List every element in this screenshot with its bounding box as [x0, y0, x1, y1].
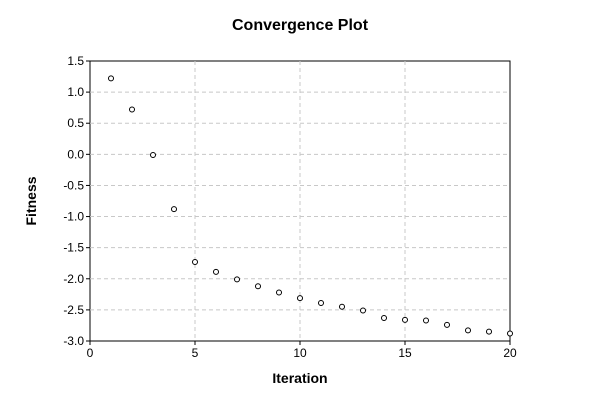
data-point: [339, 303, 345, 310]
data-point: [192, 258, 198, 265]
data-point: [465, 327, 471, 334]
y-tick-label: -2.5: [63, 303, 84, 317]
x-tick-label: 5: [192, 346, 199, 360]
y-tick-label: 1.0: [67, 85, 84, 99]
data-point: [402, 316, 408, 323]
y-tick-label: 0.5: [67, 116, 84, 130]
data-points: [108, 75, 513, 337]
grid-lines: [90, 61, 510, 341]
chart-title: Convergence Plot: [232, 17, 369, 34]
y-tick-label: -3.0: [63, 334, 84, 348]
axes: 0 5 10 15 20 1.5 1.0 0.5 0.0 -0.5 -1.0 -1.5 -2.0 -2.5…: [63, 54, 517, 360]
x-axis-title: Iteration: [272, 370, 327, 386]
data-point: [255, 283, 261, 290]
x-tick-label: 0: [87, 346, 94, 360]
x-tick-label: 15: [398, 346, 412, 360]
data-point: [171, 206, 177, 213]
y-tick-label: -1.0: [63, 210, 84, 224]
data-point: [423, 317, 429, 324]
data-point: [381, 314, 387, 321]
data-point: [213, 268, 219, 275]
data-point: [276, 289, 282, 296]
y-tick-label: 1.5: [67, 54, 84, 68]
y-axis-title: Fitness: [23, 176, 39, 225]
data-point: [234, 276, 240, 283]
data-point: [108, 75, 114, 82]
x-tick-label: 10: [293, 346, 307, 360]
y-tick-label: -0.5: [63, 178, 84, 192]
data-point: [297, 295, 303, 302]
y-tick-label: -1.5: [63, 241, 84, 255]
data-point: [129, 106, 135, 113]
data-point: [318, 300, 324, 307]
data-point: [444, 321, 450, 328]
data-point: [360, 307, 366, 314]
y-tick-label: -2.0: [63, 272, 84, 286]
x-tick-label: 20: [503, 346, 517, 360]
y-tick-label: 0.0: [67, 147, 84, 161]
data-point: [486, 328, 492, 335]
data-point: [507, 330, 513, 337]
data-point: [150, 151, 156, 158]
